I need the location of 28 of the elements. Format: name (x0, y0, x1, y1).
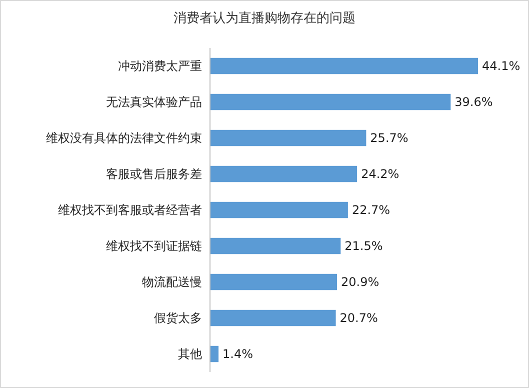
bar (210, 130, 366, 146)
data-label: 39.6% (454, 95, 493, 109)
bar (210, 274, 338, 290)
y-tick-label: 假货太多 (154, 311, 202, 325)
y-tick-label: 维权找不到证据链 (106, 239, 202, 253)
bar (210, 238, 341, 254)
y-tick-label: 维权没有具体的法律文件约束 (46, 131, 202, 145)
data-label: 1.4% (222, 347, 254, 361)
data-label: 44.1% (482, 59, 520, 73)
y-tick-label: 物流配送慢 (142, 275, 202, 289)
data-label: 25.7% (370, 131, 408, 145)
chart-title: 消费者认为直播购物存在的问题 (174, 11, 356, 26)
bar (210, 58, 478, 74)
y-tick-label: 冲动消费太严重 (118, 59, 202, 73)
data-label: 24.2% (361, 167, 400, 181)
y-tick-label: 其他 (178, 347, 202, 361)
bar (210, 202, 348, 218)
bar (210, 94, 451, 110)
y-tick-label: 客服或售后服务差 (106, 167, 202, 181)
data-label: 21.5% (344, 239, 383, 253)
y-tick-label: 无法真实体验产品 (106, 95, 202, 109)
bar (210, 310, 336, 326)
data-label: 20.7% (340, 311, 378, 325)
data-label: 22.7% (352, 203, 390, 217)
y-tick-label: 维权找不到客服或者经营者 (58, 203, 202, 217)
bar (210, 166, 358, 182)
bar (210, 346, 219, 362)
data-label: 20.9% (341, 275, 380, 289)
